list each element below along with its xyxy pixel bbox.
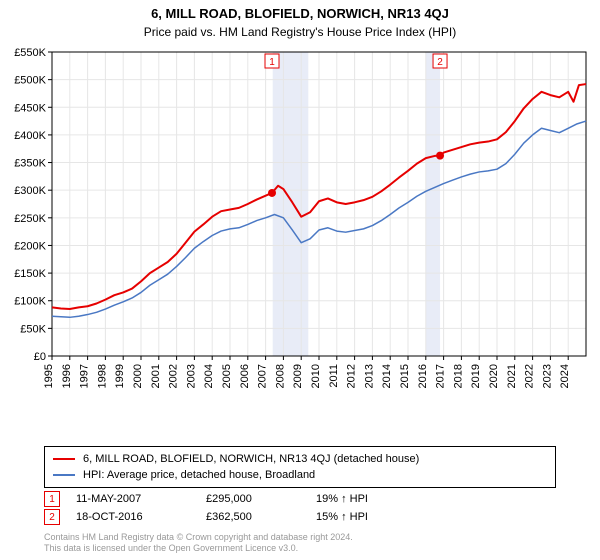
svg-text:£550K: £550K	[14, 47, 46, 59]
chart: £0 £50K £100K £150K £200K £250K £300K £350K £400…	[0, 44, 600, 404]
svg-text:2020: 2020	[488, 364, 500, 388]
svg-text:£300K: £300K	[14, 185, 46, 197]
sale-hpi: 15% ↑ HPI	[316, 511, 368, 523]
svg-text:2002: 2002	[168, 364, 180, 388]
svg-text:2009: 2009	[292, 364, 304, 388]
svg-text:2013: 2013	[363, 364, 375, 388]
svg-text:2014: 2014	[381, 364, 393, 388]
legend-swatch	[53, 458, 75, 460]
sale-date: 18-OCT-2016	[76, 511, 206, 523]
page-title: 6, MILL ROAD, BLOFIELD, NORWICH, NR13 4Q…	[0, 0, 600, 21]
svg-text:2016: 2016	[417, 364, 429, 388]
legend-swatch	[53, 474, 75, 476]
svg-text:2000: 2000	[132, 364, 144, 388]
svg-text:2018: 2018	[452, 364, 464, 388]
footer-attribution: Contains HM Land Registry data © Crown c…	[44, 532, 353, 554]
sale-price: £362,500	[206, 511, 316, 523]
svg-text:2: 2	[437, 57, 443, 68]
svg-text:2012: 2012	[346, 364, 358, 388]
svg-text:2007: 2007	[257, 364, 269, 388]
sale-marker: 2	[44, 509, 60, 525]
svg-text:1998: 1998	[96, 364, 108, 388]
sale-price: £295,000	[206, 493, 316, 505]
legend: 6, MILL ROAD, BLOFIELD, NORWICH, NR13 4Q…	[44, 446, 556, 488]
svg-text:£150K: £150K	[14, 268, 46, 280]
svg-text:£200K: £200K	[14, 240, 46, 252]
svg-text:2024: 2024	[559, 364, 571, 388]
svg-text:2005: 2005	[221, 364, 233, 388]
svg-text:£250K: £250K	[14, 213, 46, 225]
svg-text:1: 1	[269, 57, 275, 68]
legend-row: 6, MILL ROAD, BLOFIELD, NORWICH, NR13 4Q…	[53, 451, 547, 467]
svg-text:2006: 2006	[239, 364, 251, 388]
page-subtitle: Price paid vs. HM Land Registry's House …	[0, 21, 600, 39]
svg-text:1997: 1997	[79, 364, 91, 388]
svg-text:2022: 2022	[524, 364, 536, 388]
svg-text:1996: 1996	[61, 364, 73, 388]
svg-text:£0: £0	[34, 351, 46, 363]
svg-text:2004: 2004	[203, 364, 215, 388]
svg-text:2010: 2010	[310, 364, 322, 388]
svg-text:2019: 2019	[470, 364, 482, 388]
svg-text:£350K: £350K	[14, 158, 46, 170]
sale-hpi: 19% ↑ HPI	[316, 493, 368, 505]
footer-line2: This data is licensed under the Open Gov…	[44, 543, 353, 554]
svg-text:£50K: £50K	[20, 323, 46, 335]
svg-text:1999: 1999	[114, 364, 126, 388]
svg-text:£100K: £100K	[14, 296, 46, 308]
svg-text:2011: 2011	[328, 364, 340, 388]
svg-text:£400K: £400K	[14, 130, 46, 142]
sale-date: 11-MAY-2007	[76, 493, 206, 505]
svg-text:2021: 2021	[506, 364, 518, 388]
svg-text:2003: 2003	[185, 364, 197, 388]
svg-text:£450K: £450K	[14, 102, 46, 114]
sales-table: 1 11-MAY-2007£295,00019% ↑ HPI 2 18-OCT-201…	[44, 490, 556, 526]
svg-text:2001: 2001	[150, 364, 162, 388]
sale-row: 1 11-MAY-2007£295,00019% ↑ HPI	[44, 490, 556, 508]
svg-text:1995: 1995	[43, 364, 55, 388]
svg-text:2017: 2017	[435, 364, 447, 388]
legend-row: HPI: Average price, detached house, Broa…	[53, 467, 547, 483]
svg-text:2015: 2015	[399, 364, 411, 388]
footer-line1: Contains HM Land Registry data © Crown c…	[44, 532, 353, 543]
legend-label: HPI: Average price, detached house, Broa…	[83, 469, 315, 481]
svg-text:2023: 2023	[541, 364, 553, 388]
legend-label: 6, MILL ROAD, BLOFIELD, NORWICH, NR13 4Q…	[83, 453, 419, 465]
sale-row: 2 18-OCT-2016£362,50015% ↑ HPI	[44, 508, 556, 526]
svg-text:2008: 2008	[274, 364, 286, 388]
sale-marker: 1	[44, 491, 60, 507]
svg-text:£500K: £500K	[14, 75, 46, 87]
